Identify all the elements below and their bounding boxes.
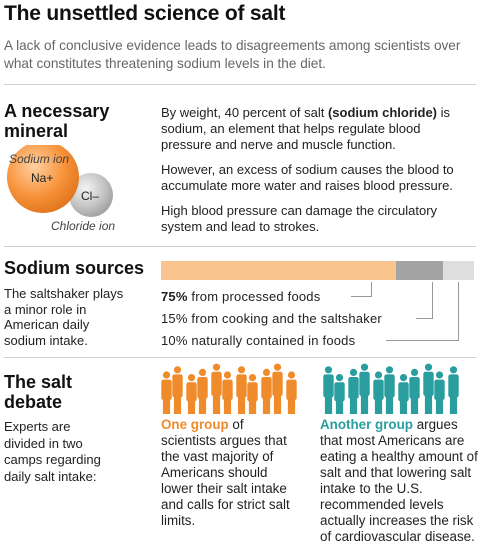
divider xyxy=(4,246,476,247)
debate-heading: The salt debate xyxy=(4,372,72,412)
person-icon xyxy=(409,368,420,414)
person-icon xyxy=(359,363,370,414)
processed-percent: 75% xyxy=(161,289,188,304)
group-one-body: of scientists argues that the vast major… xyxy=(161,417,290,528)
debate-heading-line2: debate xyxy=(4,392,63,412)
mineral-paragraph-3: High blood pressure can damage the circu… xyxy=(161,203,438,234)
person-icon xyxy=(448,366,459,414)
person-icon xyxy=(423,363,434,414)
chloride-ion-label: Chloride ion xyxy=(51,219,116,233)
group-one-people-icon xyxy=(161,363,297,414)
divider xyxy=(4,84,476,85)
group-two-highlight: Another group xyxy=(320,417,413,432)
connector-natural-h xyxy=(386,340,459,341)
divider xyxy=(4,357,476,358)
person-icon xyxy=(222,371,233,414)
group-one-highlight: One group xyxy=(161,417,229,432)
sodium-symbol: Na+ xyxy=(31,171,54,185)
bar-cooking-saltshaker xyxy=(396,261,443,280)
person-icon xyxy=(186,374,197,414)
sources-side-text: The saltshaker plays a minor role in Ame… xyxy=(4,286,124,348)
processed-label: from processed foods xyxy=(187,289,321,304)
person-icon xyxy=(247,374,258,414)
chloride-symbol: Cl– xyxy=(81,189,100,203)
group-one-text: One group of scientists argues that the … xyxy=(161,417,291,529)
person-icon xyxy=(261,368,272,414)
sodium-ion-label: Sodium ion xyxy=(9,152,70,166)
source-line-processed: 75% from processed foods xyxy=(161,289,320,304)
mineral-heading-line2: mineral xyxy=(4,121,69,141)
connector-processed-h xyxy=(351,296,372,297)
bar-natural-foods xyxy=(443,261,474,280)
person-icon xyxy=(197,368,208,414)
person-icon xyxy=(434,371,445,414)
person-icon xyxy=(323,366,334,414)
connector-cooking-h xyxy=(416,318,433,319)
person-icon xyxy=(286,371,297,414)
group-two-text: Another group argues that most Americans… xyxy=(320,417,480,545)
sodium-chloride-bold: (sodium chloride) xyxy=(327,105,437,120)
mineral-paragraph-2: However, an excess of sodium causes the … xyxy=(161,162,454,193)
debate-heading-line1: The salt xyxy=(4,372,73,392)
connector-cooking xyxy=(432,282,433,318)
person-icon xyxy=(272,363,283,414)
sodium-ion-sphere xyxy=(7,145,79,213)
person-icon xyxy=(161,371,172,414)
person-icon xyxy=(172,366,183,414)
connector-processed xyxy=(371,282,372,296)
page-title: The unsettled science of salt xyxy=(4,2,286,25)
person-icon xyxy=(373,371,384,414)
person-icon xyxy=(384,366,395,414)
debate-side-text: Experts are divided in two camps regardi… xyxy=(4,419,101,484)
bar-processed-foods xyxy=(161,261,396,280)
source-line-natural: 10% naturally contained in foods xyxy=(161,333,356,348)
person-icon xyxy=(348,368,359,414)
mineral-heading: A necessary mineral xyxy=(4,101,109,141)
person-icon xyxy=(236,366,247,414)
mineral-paragraph-1: By weight, 40 percent of salt (sodium ch… xyxy=(161,105,473,153)
person-icon xyxy=(334,374,345,414)
mineral-p1-suffix: is sodium, an element that helps regulat… xyxy=(161,105,450,152)
source-line-cooking: 15% from cooking and the saltshaker xyxy=(161,311,382,326)
person-icon xyxy=(211,363,222,414)
mineral-heading-line1: A necessary xyxy=(4,101,110,121)
group-two-people-icon xyxy=(323,363,459,414)
chloride-ion-sphere xyxy=(69,173,113,217)
page-subtitle: A lack of conclusive evidence leads to d… xyxy=(4,38,461,71)
group-two-body: argues that most Americans are eating a … xyxy=(320,417,478,544)
person-icon xyxy=(398,374,409,414)
mineral-p1-prefix: By weight, 40 percent of salt xyxy=(161,105,328,120)
connector-natural xyxy=(458,282,459,340)
salt-molecule-illustration xyxy=(7,145,113,217)
sources-heading: Sodium sources xyxy=(4,258,145,278)
